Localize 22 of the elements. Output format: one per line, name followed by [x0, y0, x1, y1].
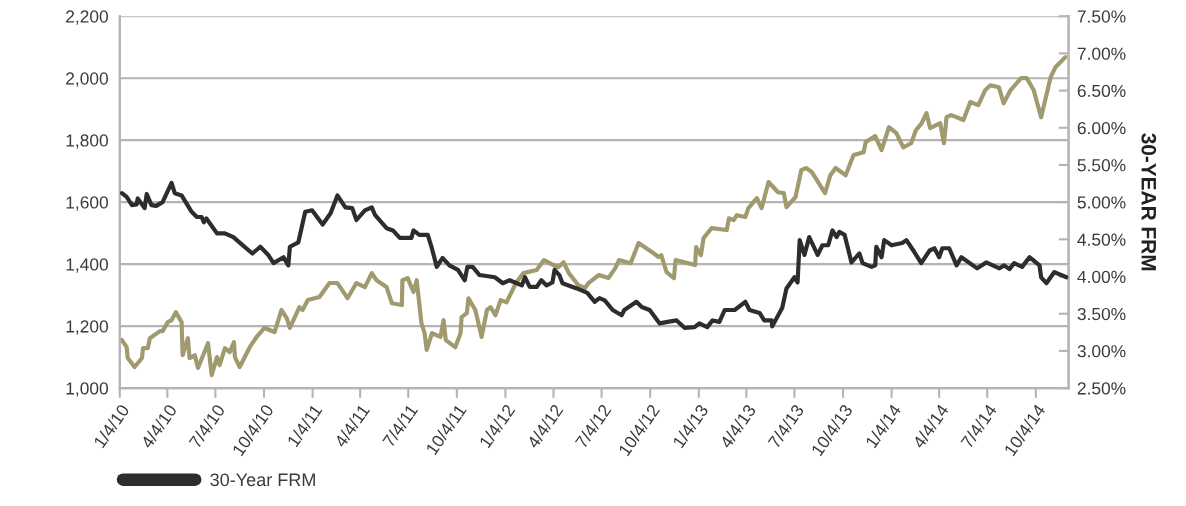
y-tick-label: 1,600: [66, 196, 108, 211]
y2-tick-label: 5.50%: [1077, 159, 1126, 172]
y2-tick-label: 2.50%: [1077, 382, 1126, 395]
line-series: [119, 180, 1069, 330]
y2-tick-label: 4.50%: [1077, 233, 1126, 246]
y-tick-label: 1,200: [66, 320, 108, 335]
y2-tick-label: 3.00%: [1077, 345, 1126, 358]
y2-tick-label: 3.50%: [1077, 307, 1126, 321]
y-tick-label: 1,400: [66, 258, 108, 273]
y2-tick-label: 6.50%: [1077, 84, 1126, 98]
y2-tick-label: 6.00%: [1077, 121, 1126, 135]
y-tick-label: 1,000: [66, 382, 108, 397]
y2-tick-label: 5.00%: [1077, 196, 1126, 209]
y2-axis-title: 30-YEAR FRM: [1141, 133, 1157, 271]
y2-tick-label: 4.00%: [1077, 270, 1126, 283]
y-tick-label: 2,200: [66, 10, 108, 25]
line-series: [119, 55, 1068, 378]
legend-label: 30-Year FRM: [210, 473, 315, 487]
y2-tick-label: 7.50%: [1077, 10, 1126, 23]
y-tick-label: 1,800: [66, 134, 108, 149]
y-tick-label: 2,000: [66, 72, 108, 87]
y2-tick-label: 7.00%: [1077, 47, 1126, 60]
